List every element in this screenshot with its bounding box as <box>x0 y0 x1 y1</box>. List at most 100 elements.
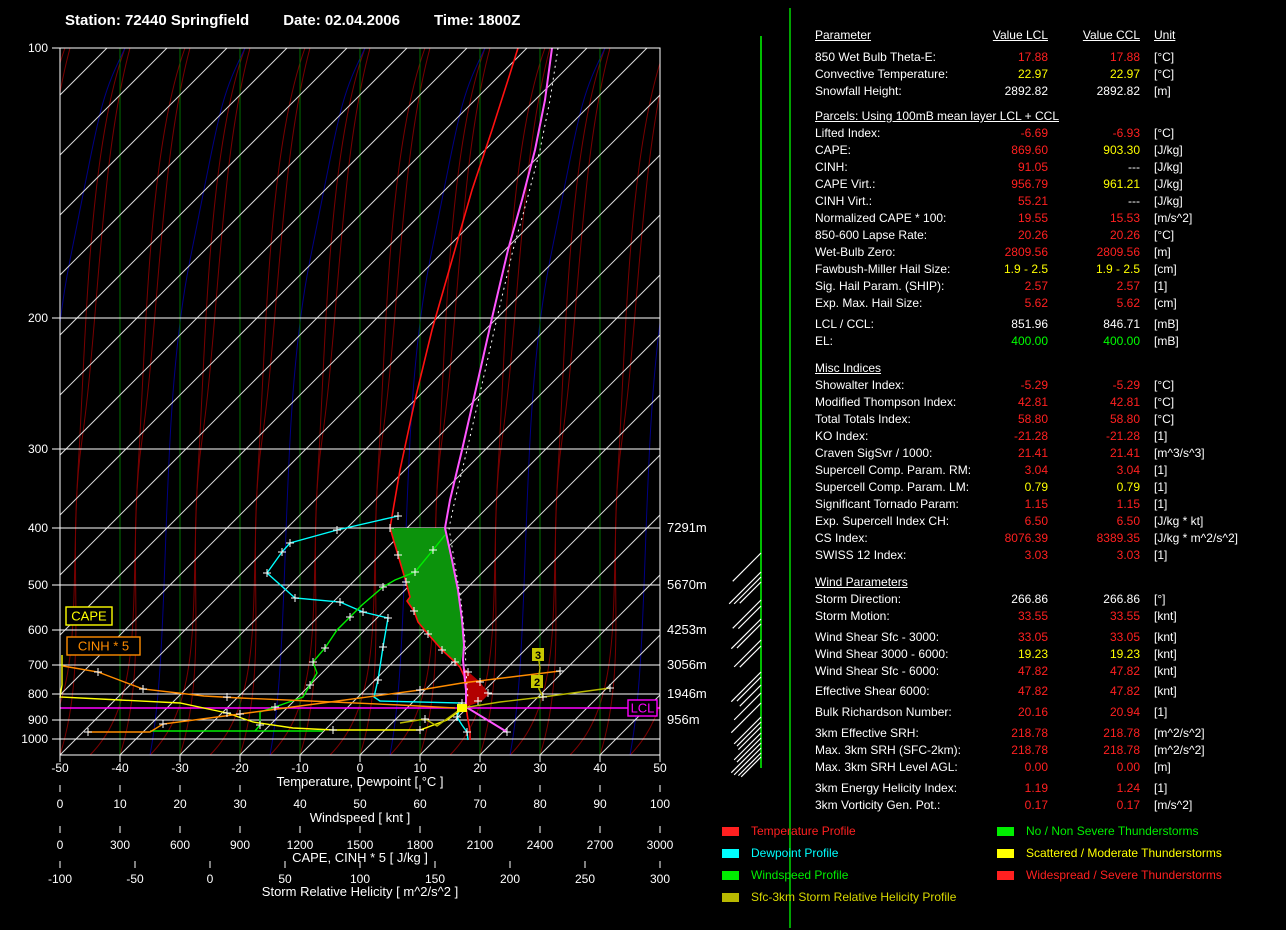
value-ccl: 1.15 <box>1116 497 1140 511</box>
height-label: 3056m <box>667 657 707 672</box>
value-ccl: 961.21 <box>1103 177 1140 191</box>
wind-barb <box>730 702 762 734</box>
param-label: Max. 3km SRH Level AGL: <box>815 760 958 774</box>
value-ccl: 0.00 <box>1116 760 1140 774</box>
windspeed-tick-label: 100 <box>650 797 670 811</box>
unit-label: [J/kg * kt] <box>1154 514 1204 528</box>
table-section-header: Misc Indices <box>815 361 882 375</box>
table-row: 3km Energy Helicity Index: 1.19 1.24 [1] <box>815 780 1280 797</box>
cape-tick-label: 3000 <box>647 838 674 852</box>
param-label: Sig. Hail Param. (SHIP): <box>815 279 945 293</box>
value-lcl: 0.00 <box>1024 760 1048 774</box>
param-label: Total Totals Index: <box>815 412 911 426</box>
temperature-tick-label: 20 <box>473 761 487 775</box>
table-row: CAPE: 869.60 903.30 [J/kg] <box>815 142 1280 159</box>
value-lcl: 3.04 <box>1024 463 1048 477</box>
legend-label: No / Non Severe Thunderstorms <box>1026 824 1199 838</box>
svg-text:2: 2 <box>534 677 540 689</box>
pressure-tick-label: 1000 <box>21 732 48 746</box>
value-ccl: 0.17 <box>1116 798 1140 812</box>
wind-barb <box>739 645 762 668</box>
value-lcl: 218.78 <box>1011 743 1048 757</box>
unit-label: [knt] <box>1154 630 1177 644</box>
col-header-value-ccl: Value CCL <box>1082 28 1140 42</box>
value-ccl: 22.97 <box>1109 67 1140 81</box>
table-row: Supercell Comp. Param. RM: 3.04 3.04 [1] <box>815 462 1280 479</box>
value-lcl: 2809.56 <box>1004 245 1048 259</box>
unit-label: [°C] <box>1154 412 1175 426</box>
pressure-tick-label: 100 <box>28 41 48 55</box>
value-ccl: 33.55 <box>1109 609 1140 623</box>
value-lcl: 956.79 <box>1011 177 1048 191</box>
value-ccl: 903.30 <box>1103 143 1140 157</box>
unit-label: [°C] <box>1154 67 1175 81</box>
value-ccl: 33.05 <box>1109 630 1140 644</box>
value-lcl: 1.9 - 2.5 <box>1003 262 1048 276</box>
station-label: Station: 72440 Springfield <box>65 12 250 29</box>
value-ccl: 17.88 <box>1109 50 1140 64</box>
cape-tick-label: 300 <box>110 838 130 852</box>
annotation-box-lcl <box>627 699 658 717</box>
table-row: CAPE Virt.: 956.79 961.21 [J/kg] <box>815 176 1280 193</box>
wind-barb <box>737 726 762 751</box>
unit-label: [cm] <box>1154 296 1177 310</box>
param-label: Bulk Richardson Number: <box>815 705 952 719</box>
temperature-tick-label: -20 <box>231 761 249 775</box>
value-ccl: 19.23 <box>1109 647 1140 661</box>
value-lcl: 19.23 <box>1017 647 1048 661</box>
unit-label: [J/kg] <box>1154 143 1183 157</box>
svg-text:CAPE: CAPE <box>71 609 107 624</box>
param-label: LCL / CCL: <box>815 317 874 331</box>
value-lcl: 21.41 <box>1017 446 1048 460</box>
srh-tick-label: -100 <box>48 872 72 886</box>
unit-label: [1] <box>1154 705 1168 719</box>
time-label: Time: 1800Z <box>433 12 521 29</box>
temperature-tick-label: -40 <box>111 761 129 775</box>
param-label: Convective Temperature: <box>815 67 949 81</box>
parcel-virtual-line <box>448 47 559 701</box>
value-ccl: 6.50 <box>1116 514 1140 528</box>
value-lcl: 1.15 <box>1024 497 1048 511</box>
table-row: Storm Direction: 266.86 266.86 [°] <box>815 591 1280 608</box>
srh-tick-label: -50 <box>126 872 144 886</box>
table-section-header: Parcels: Using 100mB mean layer LCL + CC… <box>815 109 1059 123</box>
srh-tick-label: 300 <box>650 872 670 886</box>
param-label: Wind Shear Sfc - 3000: <box>815 630 940 644</box>
value-lcl: 1.19 <box>1024 781 1048 795</box>
srh-tick-label: 200 <box>500 872 520 886</box>
dewpoint-line <box>266 515 469 741</box>
param-label: Exp. Supercell Index CH: <box>815 514 950 528</box>
unit-label: [J/kg] <box>1154 160 1183 174</box>
value-lcl: 869.60 <box>1011 143 1048 157</box>
temperature-tick-label: -50 <box>51 761 69 775</box>
cape-axis-title: CAPE, CINH * 5 [ J/kg ] <box>292 850 428 865</box>
height-label: 1946m <box>667 686 707 701</box>
severity-swatch <box>997 848 1014 858</box>
value-ccl: 20.94 <box>1109 705 1140 719</box>
value-lcl: 20.16 <box>1017 705 1048 719</box>
windspeed-tick-label: 30 <box>233 797 247 811</box>
table-row: 3km Effective SRH: 218.78 218.78 [m^2/s^2] <box>815 725 1280 742</box>
wind-barb <box>730 742 762 774</box>
legend-item: Widespread / Severe Thunderstorms <box>997 864 1222 886</box>
table-row: EL: 400.00 400.00 [mB] <box>815 333 1280 350</box>
legend-label: Windspeed Profile <box>751 868 849 882</box>
table-body: 850 Wet Bulb Theta-E: 17.88 17.88 [°C] Conve… <box>815 49 1280 814</box>
cape-tick-label: 1200 <box>287 838 314 852</box>
param-label: Effective Shear 6000: <box>815 684 930 698</box>
value-lcl: 47.82 <box>1017 664 1048 678</box>
table-row: Storm Motion: 33.55 33.55 [knt] <box>815 608 1280 625</box>
value-ccl: 1.9 - 2.5 <box>1095 262 1140 276</box>
windspeed-tick-label: 80 <box>533 797 547 811</box>
value-ccl: 20.26 <box>1109 228 1140 242</box>
cinh-profile-b-line <box>88 670 561 733</box>
windspeed-tick-label: 90 <box>593 797 607 811</box>
value-ccl: 21.41 <box>1109 446 1140 460</box>
value-ccl: 15.53 <box>1109 211 1140 225</box>
table-row: Max. 3km SRH (SFC-2km): 218.78 218.78 [m^2/… <box>815 742 1280 759</box>
srh-tick-label: 100 <box>350 872 370 886</box>
height-label: 4253m <box>667 622 707 637</box>
param-label: CINH Virt.: <box>815 194 873 208</box>
